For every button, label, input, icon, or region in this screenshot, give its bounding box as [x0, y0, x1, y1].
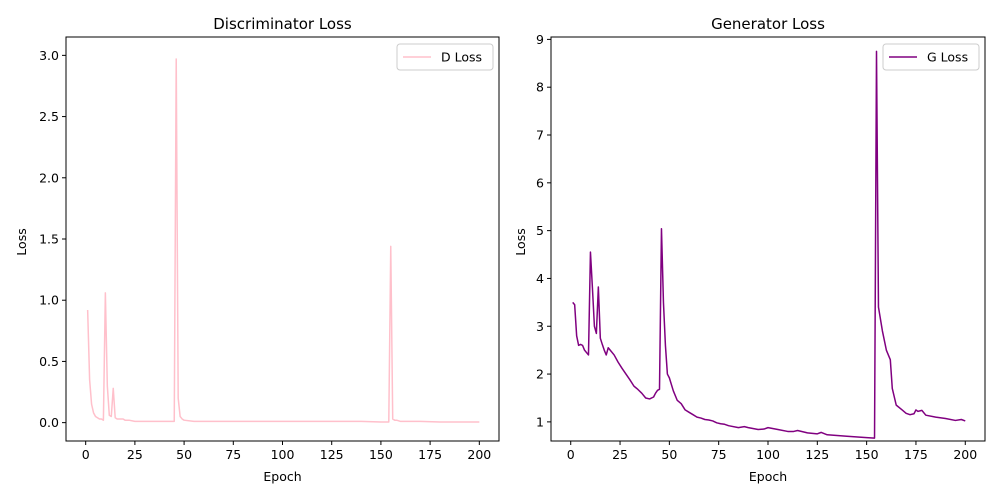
y-axis-label: Loss [14, 228, 29, 255]
x-tick-label: 150 [369, 447, 393, 462]
y-tick-label: 8 [536, 80, 544, 95]
x-tick-label: 50 [661, 447, 677, 462]
y-tick-label: 1.0 [39, 293, 59, 308]
legend-box [882, 43, 980, 71]
y-tick-label: 0.5 [39, 354, 59, 369]
x-tick-label: 200 [467, 447, 491, 462]
series-line-g-loss [572, 50, 966, 439]
x-tick-label: 75 [711, 447, 727, 462]
x-tick-label: 125 [320, 447, 344, 462]
x-tick-label: 175 [904, 447, 928, 462]
x-tick-label: 50 [176, 447, 192, 462]
legend-label-d-loss: D Loss [441, 50, 482, 65]
x-tick-label: 125 [805, 447, 829, 462]
y-tick-label: 2.0 [39, 170, 59, 185]
y-tick-label: 3 [536, 319, 544, 334]
x-tick-label: 100 [756, 447, 780, 462]
discriminator-loss-subplot: Discriminator Loss Epoch Loss 0 25 50 75 100… [14, 15, 500, 484]
y-axis-label: Loss [513, 228, 528, 255]
legend-label-g-loss: G Loss [927, 50, 968, 65]
x-tick-label: 25 [612, 447, 628, 462]
legend-box [396, 43, 494, 71]
plot-frame [550, 36, 986, 442]
x-tick-label: 175 [418, 447, 442, 462]
y-tick-label: 1 [536, 414, 544, 429]
y-tick-label: 3.0 [39, 48, 59, 63]
generator-loss-subplot: Generator Loss Epoch Loss 0 25 50 75 100 125 1… [513, 15, 986, 484]
x-axis-label: Epoch [749, 469, 787, 484]
x-axis-label: Epoch [263, 469, 301, 484]
tick-group: 0 25 50 75 100 125 150 175 200 0.0 0.5 1.0 1.5 2.0 2.5… [39, 48, 491, 462]
x-tick-label: 150 [855, 447, 879, 462]
chart-title: Discriminator Loss [213, 15, 352, 33]
y-tick-label: 6 [536, 175, 544, 190]
legend: G Loss [882, 43, 980, 71]
tick-group: 0 25 50 75 100 125 150 175 200 1 2 3 4 5 6 7 8 9 [536, 32, 977, 462]
x-tick-label: 75 [225, 447, 241, 462]
y-tick-label: 4 [536, 271, 544, 286]
y-tick-label: 7 [536, 128, 544, 143]
y-tick-label: 2 [536, 367, 544, 382]
x-tick-label: 100 [271, 447, 295, 462]
x-tick-label: 0 [567, 447, 575, 462]
y-tick-label: 5 [536, 223, 544, 238]
y-tick-label: 9 [536, 32, 544, 47]
plot-frame [65, 36, 500, 442]
series-line-d-loss [86, 58, 480, 423]
chart-title: Generator Loss [711, 15, 825, 33]
series-group [86, 58, 480, 423]
series-group [572, 50, 966, 439]
y-tick-label: 0.0 [39, 415, 59, 430]
y-tick-label: 2.5 [39, 109, 59, 124]
y-tick-label: 1.5 [39, 232, 59, 247]
x-tick-label: 0 [82, 447, 90, 462]
x-tick-label: 25 [127, 447, 143, 462]
x-tick-label: 200 [953, 447, 977, 462]
legend: D Loss [396, 43, 494, 71]
